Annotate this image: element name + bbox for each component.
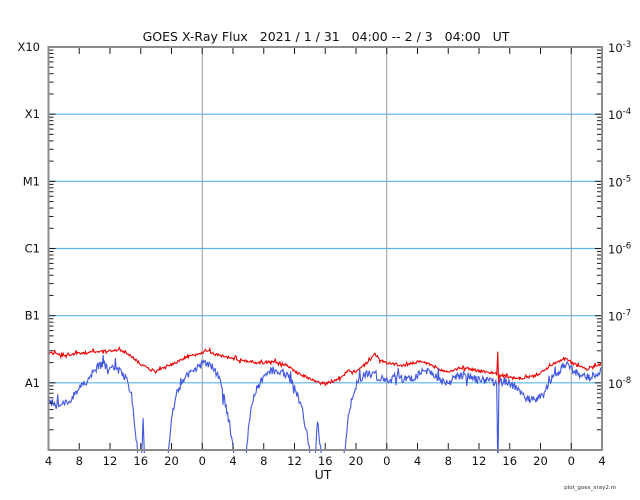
y-power-label: 10-8	[608, 376, 631, 391]
x-tick-label: 0	[568, 454, 575, 468]
y-power-exponent: -3	[623, 40, 631, 50]
y-class-label: M1	[23, 174, 40, 188]
y-power-label: 10-5	[608, 174, 631, 189]
y-class-label: B1	[25, 309, 40, 323]
x-tick-label: 16	[502, 454, 517, 468]
y-power-exponent: -7	[623, 309, 631, 319]
x-tick-label: 4	[45, 454, 52, 468]
series-layer	[47, 346, 603, 453]
x-tick-label: 16	[133, 454, 148, 468]
x-tick-label: 16	[318, 454, 333, 468]
x-tick-label: 0	[199, 454, 206, 468]
x-tick-label: 20	[533, 454, 548, 468]
y-power-exponent: -8	[623, 376, 631, 386]
x-tick-label: 20	[349, 454, 364, 468]
axis-layer: 4 8 12 16 20 0 4 8 12 16 20 0 4 8 12 16 20 0 4 X10 X1 M1 C1 B1 A…	[17, 40, 631, 468]
chart-title: GOES X-Ray Flux 2021 / 1 / 31 04:00 -- 2…	[143, 29, 510, 44]
x-tick-label: 4	[414, 454, 421, 468]
y-power-label: 10-6	[608, 242, 631, 257]
x-tick-label: 8	[445, 454, 452, 468]
y-power-exponent: -6	[623, 242, 631, 252]
y-class-label: X1	[25, 107, 40, 121]
x-tick-label: 12	[472, 454, 487, 468]
x-axis-title: UT	[315, 467, 332, 482]
x-tick-label: 4	[598, 454, 605, 468]
xray-short-wavelength-trace	[47, 354, 603, 453]
grid-layer	[48, 47, 602, 450]
x-tick-label: 12	[103, 454, 118, 468]
y-class-label: X10	[17, 40, 40, 54]
x-tick-label: 0	[383, 454, 390, 468]
plot-frame	[47, 46, 603, 451]
y-class-label: C1	[25, 242, 40, 256]
y-power-exponent: -4	[623, 107, 631, 117]
y-power-label: 10-3	[608, 40, 631, 55]
x-tick-label: 8	[260, 454, 267, 468]
x-tick-label: 20	[164, 454, 179, 468]
script-watermark: plot_goes_xray2.m	[564, 485, 616, 491]
x-tick-label: 4	[229, 454, 236, 468]
y-power-label: 10-4	[608, 107, 631, 122]
x-tick-label: 12	[287, 454, 302, 468]
x-tick-label: 8	[76, 454, 83, 468]
xray-long-wavelength-trace	[48, 346, 603, 387]
y-power-exponent: -5	[623, 174, 631, 184]
y-class-label: A1	[25, 376, 40, 390]
y-power-label: 10-7	[608, 309, 631, 324]
